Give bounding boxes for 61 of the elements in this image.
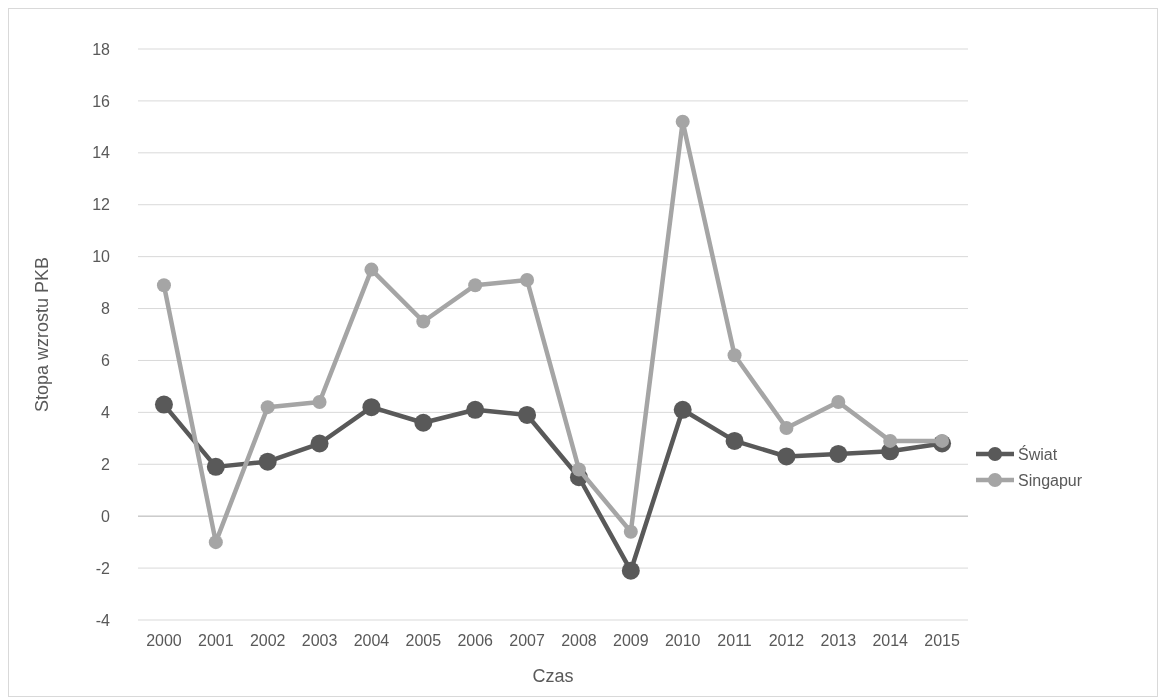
- point: [206, 457, 225, 476]
- point: [156, 278, 171, 293]
- point: [468, 278, 483, 293]
- point: [727, 348, 742, 363]
- y-tick-label: 14: [92, 144, 111, 162]
- x-tick-label: 2008: [561, 632, 597, 649]
- point: [623, 524, 638, 539]
- point: [312, 394, 327, 409]
- y-tick-label: -2: [95, 559, 111, 577]
- point: [779, 420, 794, 435]
- point: [362, 398, 381, 417]
- x-tick-label: 2013: [820, 632, 857, 649]
- point: [571, 462, 586, 477]
- point: [883, 433, 898, 448]
- x-tick-label: 2006: [457, 632, 494, 649]
- y-axis-title: Stopa wzrostu PKB: [32, 256, 52, 413]
- point: [260, 400, 275, 415]
- point: [829, 444, 848, 463]
- point: [466, 400, 485, 419]
- point: [831, 394, 846, 409]
- point: [364, 262, 379, 277]
- point: [777, 447, 796, 466]
- x-tick-label: 2011: [717, 632, 752, 649]
- point: [518, 405, 537, 424]
- x-tick-label: 2003: [301, 632, 338, 649]
- x-tick-label: 2004: [353, 632, 390, 649]
- x-tick-label: 2002: [249, 632, 286, 649]
- y-tick-label: 4: [101, 403, 111, 421]
- legend-label: Singapur: [1018, 471, 1083, 489]
- point: [621, 561, 640, 580]
- y-tick-label: 12: [92, 196, 111, 214]
- x-tick-label: 2010: [664, 632, 701, 649]
- point: [675, 114, 690, 129]
- x-axis-title: Czas: [532, 666, 574, 686]
- x-tick-label: 2007: [509, 632, 545, 649]
- y-tick-label: 18: [92, 40, 111, 58]
- x-tick-label: 2001: [198, 632, 234, 649]
- point: [310, 434, 329, 453]
- point: [154, 395, 173, 414]
- x-tick-label: 2015: [924, 632, 960, 649]
- x-tick-label: 2012: [768, 632, 805, 649]
- x-tick-label: 2000: [146, 632, 182, 649]
- point: [416, 314, 431, 329]
- y-tick-label: 16: [92, 92, 111, 110]
- y-tick-label: -4: [95, 611, 111, 629]
- point: [520, 273, 535, 287]
- y-tick-label: 8: [101, 300, 111, 318]
- point: [673, 400, 692, 419]
- y-tick-label: 6: [101, 352, 111, 370]
- point: [725, 431, 744, 450]
- y-tick-label: 2: [101, 455, 111, 473]
- y-tick-label: 10: [92, 248, 111, 266]
- point: [258, 452, 277, 471]
- x-tick-label: 2009: [613, 632, 649, 649]
- x-tick-label: 2005: [405, 632, 442, 649]
- y-tick-label: 0: [101, 507, 111, 525]
- point: [414, 413, 433, 432]
- legend-label: Świat: [1018, 444, 1058, 463]
- point: [208, 535, 223, 550]
- x-tick-label: 2014: [872, 632, 909, 649]
- point: [935, 433, 950, 448]
